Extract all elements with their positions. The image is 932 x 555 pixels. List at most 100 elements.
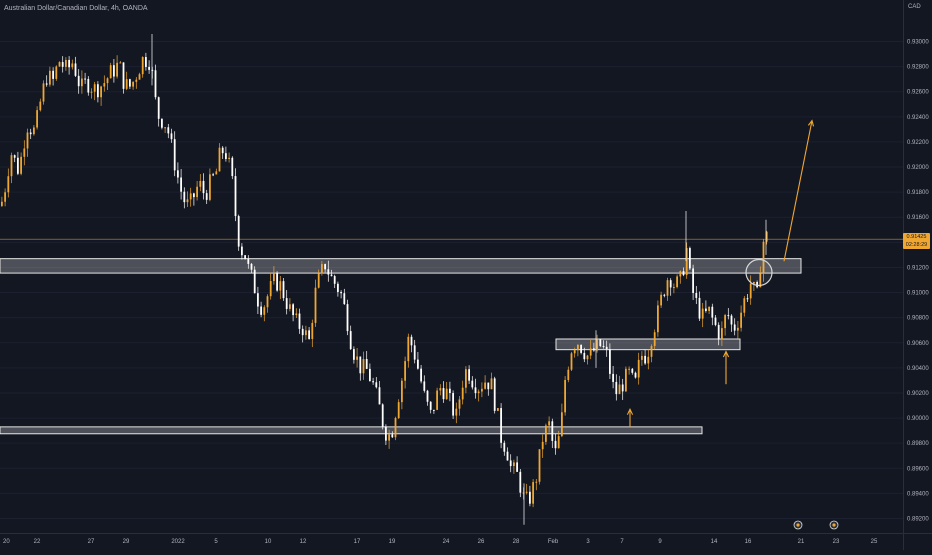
candle: [81, 70, 83, 94]
candle-body: [657, 305, 659, 333]
candle-body: [426, 390, 429, 402]
time-tick-label: 27: [88, 539, 95, 545]
candle: [551, 418, 554, 449]
candle: [676, 274, 678, 289]
candle-body: [231, 157, 234, 177]
breakout-circle[interactable]: [745, 258, 773, 287]
candle-body: [340, 291, 342, 294]
candle: [337, 281, 339, 297]
candle-body: [724, 315, 726, 329]
candle-body: [119, 62, 122, 64]
candle: [148, 60, 150, 74]
candle-body: [145, 57, 147, 67]
candle-body: [135, 79, 138, 82]
support-resistance-zone[interactable]: [555, 338, 741, 351]
target-arrow[interactable]: [783, 119, 815, 262]
candle-body: [378, 387, 381, 405]
candle: [423, 375, 426, 393]
candle: [346, 299, 349, 336]
candle-body: [586, 355, 589, 360]
candle-body: [541, 441, 544, 450]
candle-body: [17, 157, 19, 174]
candle-body: [689, 248, 691, 269]
candle: [471, 376, 474, 390]
candle-body: [289, 304, 291, 309]
support-resistance-zone[interactable]: [0, 258, 802, 274]
candle: [689, 246, 691, 271]
candle-body: [343, 293, 346, 305]
candle: [490, 372, 493, 390]
candle: [538, 449, 541, 485]
candle: [58, 61, 61, 67]
candle: [570, 351, 573, 371]
target-arrow-shaft: [783, 120, 813, 262]
candle-body: [202, 180, 205, 194]
candle: [596, 334, 598, 353]
candle: [417, 351, 419, 370]
candle-body: [637, 359, 640, 378]
time-tick-label: 25: [871, 539, 878, 545]
up-arrow[interactable]: [722, 350, 730, 385]
candle: [749, 275, 752, 305]
candle: [196, 181, 198, 201]
up-arrow[interactable]: [626, 408, 634, 427]
candle: [657, 300, 659, 337]
candle-body: [532, 482, 534, 504]
candle: [721, 321, 723, 347]
candle: [4, 188, 6, 207]
candle-body: [273, 273, 275, 282]
candle: [586, 354, 589, 365]
candle: [29, 128, 32, 140]
candle: [170, 128, 173, 143]
candle-body: [753, 281, 755, 284]
candle-body: [327, 269, 330, 275]
candle-body: [682, 271, 685, 276]
candle-body: [490, 378, 493, 390]
candle: [724, 313, 726, 336]
candle-body: [423, 381, 426, 391]
candle-body: [285, 298, 288, 309]
candle: [225, 146, 227, 162]
candle-body: [666, 280, 669, 296]
time-tick-label: 3: [586, 539, 590, 545]
candle-body: [164, 127, 166, 129]
candle: [365, 350, 368, 370]
candle: [516, 456, 518, 472]
candle: [33, 125, 35, 136]
currency-label: CAD: [908, 4, 921, 10]
candle: [289, 298, 291, 312]
candle-body: [468, 369, 470, 381]
candle-body: [525, 491, 528, 493]
candle: [317, 269, 320, 289]
candle: [497, 407, 499, 412]
candle: [260, 301, 262, 318]
candle: [711, 303, 714, 326]
event-badge[interactable]: [829, 520, 839, 530]
candle-body: [180, 177, 182, 192]
candle-body: [279, 281, 282, 291]
candle-body: [417, 359, 419, 369]
candle: [20, 152, 22, 176]
candle-body: [324, 264, 326, 270]
candle: [391, 431, 394, 438]
candle-body: [477, 391, 480, 394]
candle-body: [394, 418, 397, 438]
support-resistance-zone[interactable]: [0, 426, 703, 435]
candle-body: [77, 75, 80, 87]
candle-body: [545, 425, 547, 442]
time-tick-label: 16: [745, 539, 752, 545]
event-badge[interactable]: [793, 520, 803, 530]
candle-body: [717, 324, 720, 340]
candle-body: [132, 81, 134, 87]
candle-body: [641, 355, 643, 360]
time-tick-label: 5: [214, 539, 218, 545]
candle: [449, 381, 451, 402]
candle: [183, 187, 186, 209]
time-tick-label: 21: [798, 539, 805, 545]
candle-body: [215, 171, 218, 175]
candle: [426, 389, 429, 406]
candle-body: [209, 174, 211, 200]
candle-body: [74, 63, 77, 76]
